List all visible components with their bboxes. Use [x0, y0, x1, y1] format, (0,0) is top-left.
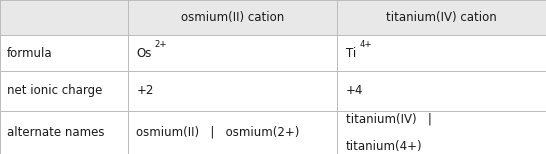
Text: +2: +2 [136, 84, 154, 97]
Bar [0, 0, 546, 35]
Text: titanium(4+): titanium(4+) [346, 140, 422, 153]
Text: formula: formula [7, 47, 52, 60]
Text: Ti: Ti [346, 47, 356, 60]
Text: net ionic charge: net ionic charge [7, 84, 102, 97]
Bar [0, 71, 546, 111]
Text: 2+: 2+ [154, 40, 167, 49]
Bar [0, 111, 546, 154]
Text: 4+: 4+ [359, 40, 372, 49]
Text: titanium(IV) cation: titanium(IV) cation [387, 11, 497, 24]
Bar [0, 35, 546, 71]
Text: titanium(IV)   |: titanium(IV) | [346, 112, 431, 125]
Text: alternate names: alternate names [7, 126, 104, 139]
Text: osmium(II)   |   osmium(2+): osmium(II) | osmium(2+) [136, 126, 300, 139]
Text: Os: Os [136, 47, 152, 60]
Text: +4: +4 [346, 84, 363, 97]
Text: osmium(II) cation: osmium(II) cation [181, 11, 284, 24]
